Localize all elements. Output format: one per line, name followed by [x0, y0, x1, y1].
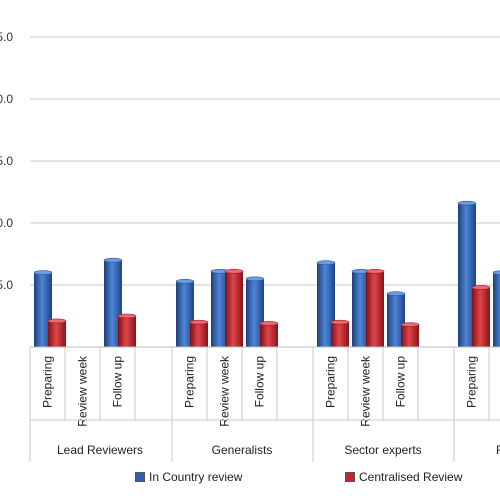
legend-swatch-blue: [135, 472, 145, 482]
bar-cap: [103, 257, 123, 263]
bar-cap: [189, 319, 209, 325]
y-axis-tick-labels: 5.0 10.0 15.0 20.0 25.0: [0, 30, 13, 292]
bar-in-country-review: [387, 293, 405, 347]
x-group-label: Generalists: [212, 443, 273, 457]
x-category-label: Review week: [359, 355, 373, 427]
bar-in-country-review: [176, 281, 194, 347]
bar-in-country-review: [211, 271, 229, 347]
bar-cap: [457, 200, 477, 206]
bar-in-country-review: [352, 271, 370, 347]
bar-cap: [175, 278, 195, 284]
x-axis-category-labels: Preparing Review week Follow up Preparing Re…: [29, 347, 500, 427]
x-category-label: Follow up: [394, 356, 408, 408]
bar-cap: [316, 260, 336, 265]
legend-label: Centralised Review: [359, 470, 463, 484]
bar-cap: [47, 318, 67, 324]
x-category-label: Preparing: [465, 356, 479, 408]
bar-centralised-review: [225, 271, 243, 347]
y-tick-label: 15.0: [0, 154, 13, 168]
bar-cap: [386, 291, 406, 296]
y-tick-label: 5.0: [0, 278, 13, 292]
x-group-label: Reviewers: [496, 443, 500, 457]
bars: [33, 200, 500, 347]
bar-cap: [471, 285, 491, 290]
x-category-label: Preparing: [41, 356, 55, 408]
bar-cap: [117, 313, 137, 319]
bar-cap: [259, 321, 279, 326]
bar-centralised-review: [366, 271, 384, 347]
x-category-label: Preparing: [324, 356, 338, 408]
bar-cap: [400, 322, 420, 327]
x-category-label: Follow up: [253, 356, 267, 408]
y-tick-label: 25.0: [0, 30, 13, 44]
bar-cap: [245, 276, 265, 282]
legend-label: In Country review: [149, 470, 243, 484]
x-group-label: Lead Reviewers: [57, 443, 143, 457]
bar-in-country-review: [458, 203, 476, 347]
bar-in-country-review: [104, 260, 122, 347]
y-tick-label: 10.0: [0, 216, 13, 230]
bar-centralised-review: [190, 322, 208, 347]
legend-item-centralised-review: Centralised Review: [345, 467, 462, 487]
bar-in-country-review: [246, 278, 264, 347]
x-category-label: Review week: [76, 355, 90, 427]
bar-centralised-review: [472, 287, 490, 347]
bar-cap: [330, 319, 350, 325]
bar-cap: [492, 270, 500, 275]
x-category-label: Preparing: [183, 356, 197, 408]
bar-cap: [224, 269, 244, 274]
x-category-label: Follow up: [111, 356, 125, 408]
legend-swatch-red: [345, 472, 355, 482]
bar-centralised-review: [401, 324, 419, 347]
y-tick-label: 20.0: [0, 92, 13, 106]
x-group-label: Sector experts: [344, 443, 421, 457]
bar-cap: [33, 270, 53, 275]
bar-in-country-review: [493, 272, 500, 347]
bar-in-country-review: [317, 262, 335, 347]
x-axis-group-labels: Lead Reviewers Generalists Sector experts R…: [29, 419, 500, 462]
bar-centralised-review: [118, 316, 136, 347]
bar-centralised-review: [48, 320, 66, 347]
bar-centralised-review: [331, 322, 349, 347]
bar-cap: [365, 269, 385, 274]
chart-legend: In Country review Centralised Review: [0, 467, 500, 487]
gridlines: [30, 36, 500, 286]
legend-item-in-country-review: In Country review: [135, 467, 242, 487]
bar-in-country-review: [34, 272, 52, 347]
x-category-label: Review week: [218, 355, 232, 427]
bar-centralised-review: [260, 323, 278, 347]
